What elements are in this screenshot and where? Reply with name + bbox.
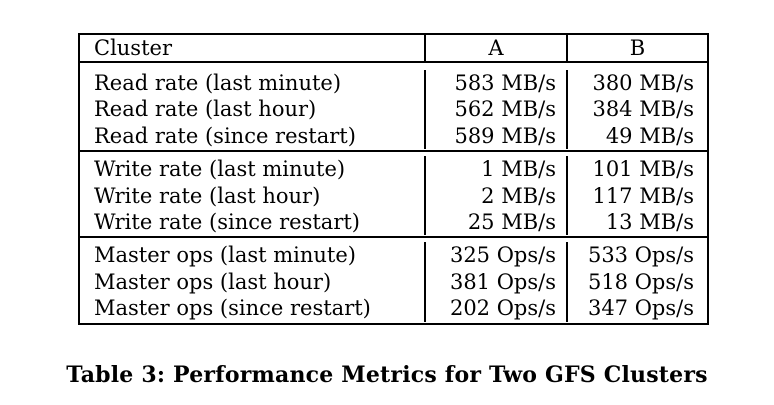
row-label: Read rate (since restart)	[80, 122, 426, 150]
value-a: 1 MB/s	[426, 156, 568, 183]
value-b: 49 MB/s	[605, 123, 694, 148]
value-a: 2 MB/s	[426, 182, 568, 210]
write-rate-group: Write rate (last minute) 1 MB/s 101 MB/s…	[80, 150, 707, 236]
table-row: Write rate (since restart) 25 MB/s 13 MB…	[80, 209, 707, 236]
row-label: Master ops (last minute)	[80, 242, 426, 269]
table-row: Master ops (last minute) 325 Ops/s 533 O…	[80, 242, 707, 269]
table-row: Write rate (last hour) 2 MB/s 117 MB/s	[80, 182, 707, 210]
header-cluster-b: B	[629, 36, 646, 60]
value-b: 380 MB/s	[592, 71, 694, 95]
value-b: 117 MB/s	[592, 183, 694, 208]
table-row: Write rate (last minute) 1 MB/s 101 MB/s	[80, 156, 707, 183]
value-a: 562 MB/s	[426, 96, 568, 123]
header-cluster: Cluster	[80, 35, 426, 61]
metrics-table: Cluster A B Read rate (last minute) 583 …	[78, 33, 709, 325]
table-row: Master ops (last hour) 381 Ops/s 518 Ops…	[80, 268, 707, 296]
table-header-row: Cluster A B	[80, 35, 707, 63]
row-label: Read rate (last hour)	[80, 96, 426, 123]
row-label: Master ops (last hour)	[80, 268, 426, 296]
table-row: Read rate (last hour) 562 MB/s 384 MB/s	[80, 96, 707, 123]
row-label: Master ops (since restart)	[80, 295, 426, 322]
value-a: 381 Ops/s	[426, 268, 568, 296]
header-cluster-a: A	[426, 35, 568, 61]
table-caption: Table 3: Performance Metrics for Two GFS…	[66, 362, 708, 388]
row-label: Write rate (since restart)	[80, 209, 426, 236]
value-a: 202 Ops/s	[426, 295, 568, 322]
value-a: 589 MB/s	[426, 122, 568, 150]
value-b: 13 MB/s	[605, 210, 694, 235]
value-b: 347 Ops/s	[587, 296, 694, 321]
value-a: 583 MB/s	[426, 70, 568, 97]
value-b: 101 MB/s	[592, 157, 694, 182]
value-a: 25 MB/s	[426, 209, 568, 236]
master-ops-group: Master ops (last minute) 325 Ops/s 533 O…	[80, 236, 707, 322]
row-label: Read rate (last minute)	[80, 70, 426, 97]
value-b: 384 MB/s	[592, 97, 694, 122]
table-row: Read rate (since restart) 589 MB/s 49 MB…	[80, 122, 707, 150]
value-b: 518 Ops/s	[587, 269, 694, 294]
table-row: Read rate (last minute) 583 MB/s 380 MB/…	[80, 70, 707, 97]
table-row: Master ops (since restart) 202 Ops/s 347…	[80, 295, 707, 322]
row-label: Write rate (last minute)	[80, 156, 426, 183]
read-rate-group: Read rate (last minute) 583 MB/s 380 MB/…	[80, 66, 707, 150]
value-b: 533 Ops/s	[587, 243, 694, 268]
value-a: 325 Ops/s	[426, 242, 568, 269]
row-label: Write rate (last hour)	[80, 182, 426, 210]
